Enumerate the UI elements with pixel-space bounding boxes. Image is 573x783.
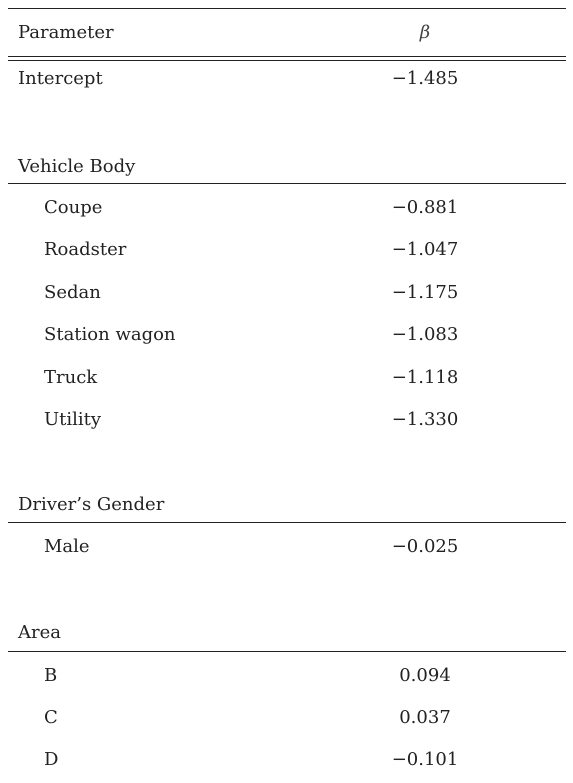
row-value: −0.101 (391, 749, 459, 770)
table-top-rule (8, 8, 566, 9)
group-rule-drivers-gender (8, 522, 566, 523)
row-label: Roadster (44, 239, 127, 260)
row-label: D (44, 749, 59, 770)
row-label: B (44, 665, 58, 686)
group-rule-vehicle-body (8, 183, 566, 184)
group-title-vehicle-body: Vehicle Body (18, 156, 136, 177)
row-value: −1.118 (391, 367, 459, 388)
header-beta: β (419, 22, 431, 43)
row-value: 0.094 (399, 665, 451, 686)
intercept-value: −1.485 (391, 68, 459, 89)
row-value: −0.881 (391, 197, 459, 218)
row-label: Station wagon (44, 324, 176, 345)
group-title-area: Area (18, 622, 61, 643)
row-label: Male (44, 536, 90, 557)
row-value: −1.047 (391, 239, 459, 260)
row-value: −0.025 (391, 536, 459, 557)
header-parameter: Parameter (18, 22, 114, 43)
row-label: Truck (44, 367, 98, 388)
header-rule-upper (8, 56, 566, 57)
row-label: C (44, 707, 58, 728)
row-label: Coupe (44, 197, 103, 218)
row-value: −1.175 (391, 282, 459, 303)
row-value: −1.083 (391, 324, 459, 345)
row-label: Sedan (44, 282, 101, 303)
header-rule-lower (8, 60, 566, 61)
group-title-drivers-gender: Driver’s Gender (18, 494, 165, 515)
row-label: Utility (44, 409, 102, 430)
row-value: −1.330 (391, 409, 459, 430)
group-rule-area (8, 651, 566, 652)
intercept-label: Intercept (18, 68, 103, 89)
row-value: 0.037 (399, 707, 451, 728)
